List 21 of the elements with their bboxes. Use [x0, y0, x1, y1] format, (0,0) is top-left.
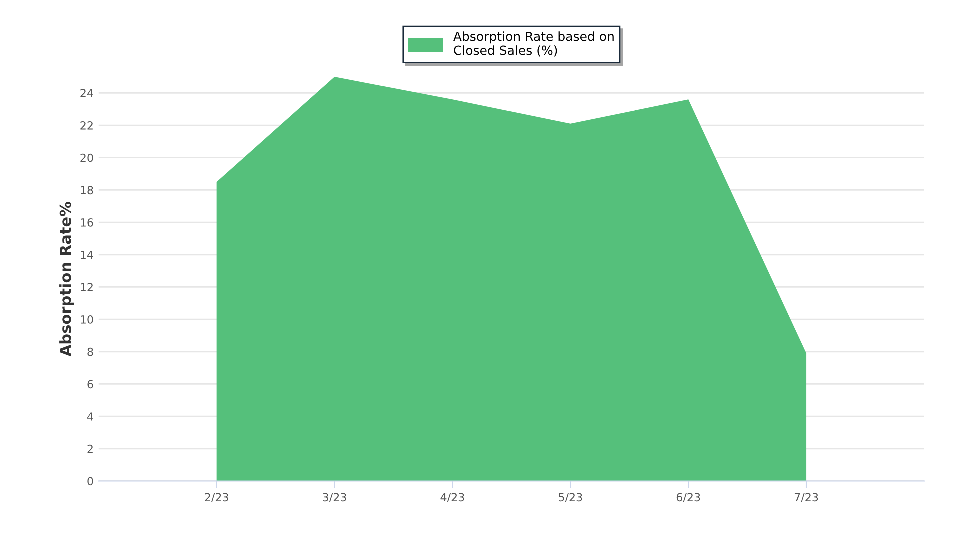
y-tick-label: 18 [81, 186, 94, 195]
x-tick-label: 6/23 [676, 493, 700, 503]
y-tick-label: 20 [80, 154, 94, 162]
y-tick-label: 10 [81, 316, 94, 324]
y-tick-label: 12 [81, 283, 93, 292]
x-tick-label: 2/23 [205, 493, 228, 503]
x-tick-label: 3/23 [323, 493, 346, 503]
y-tick-label: 14 [81, 250, 94, 260]
legend-label: Absorption Rate based on Closed Sales (%) [454, 32, 614, 57]
y-tick-label: 22 [80, 121, 93, 130]
x-tick-label: 5/23 [559, 493, 582, 503]
y-axis-title: Absorption Rate% [60, 202, 74, 357]
y-tick-label: 2 [88, 444, 93, 454]
x-tick-label: 7/23 [794, 493, 818, 503]
x-tick-label: 4/23 [440, 493, 464, 503]
y-tick-label: 0 [88, 477, 94, 486]
y-tick-label: 24 [80, 89, 94, 98]
y-tick-label: 6 [88, 380, 94, 389]
y-tick-label: 8 [88, 348, 94, 356]
y-tick-label: 4 [87, 412, 94, 421]
y-tick-label: 16 [81, 218, 94, 227]
